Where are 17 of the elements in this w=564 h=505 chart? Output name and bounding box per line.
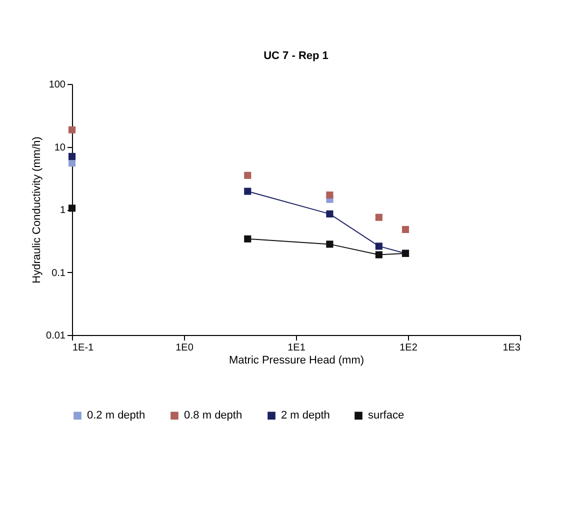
chart-title: UC 7 - Rep 1 [264, 50, 328, 62]
y-tick-label: 0.01 [46, 330, 66, 342]
legend-label: 0.2 m depth [87, 410, 146, 422]
legend-label: surface [368, 410, 404, 422]
y-tick-label: 10 [54, 142, 66, 154]
legend-label: 0.8 m depth [184, 410, 242, 422]
x-tick-label: 1E2 [400, 342, 418, 354]
legend-label: 2 m depth [281, 410, 330, 422]
x-axis-title: Matric Pressure Head (mm) [228, 354, 364, 366]
y-axis-title: Hydraulic Conductivity (mm/h) [31, 136, 44, 284]
y-tick-label: 0.1 [52, 268, 66, 279]
y-tick-label: 100 [48, 80, 66, 90]
y-tick-label: 1 [60, 205, 66, 216]
x-tick-label: 1E1 [288, 342, 306, 354]
x-tick-label: 1E0 [176, 342, 194, 354]
x-tick-label: 1E-1 [72, 342, 94, 354]
x-tick-label: 1E3 [502, 342, 521, 354]
